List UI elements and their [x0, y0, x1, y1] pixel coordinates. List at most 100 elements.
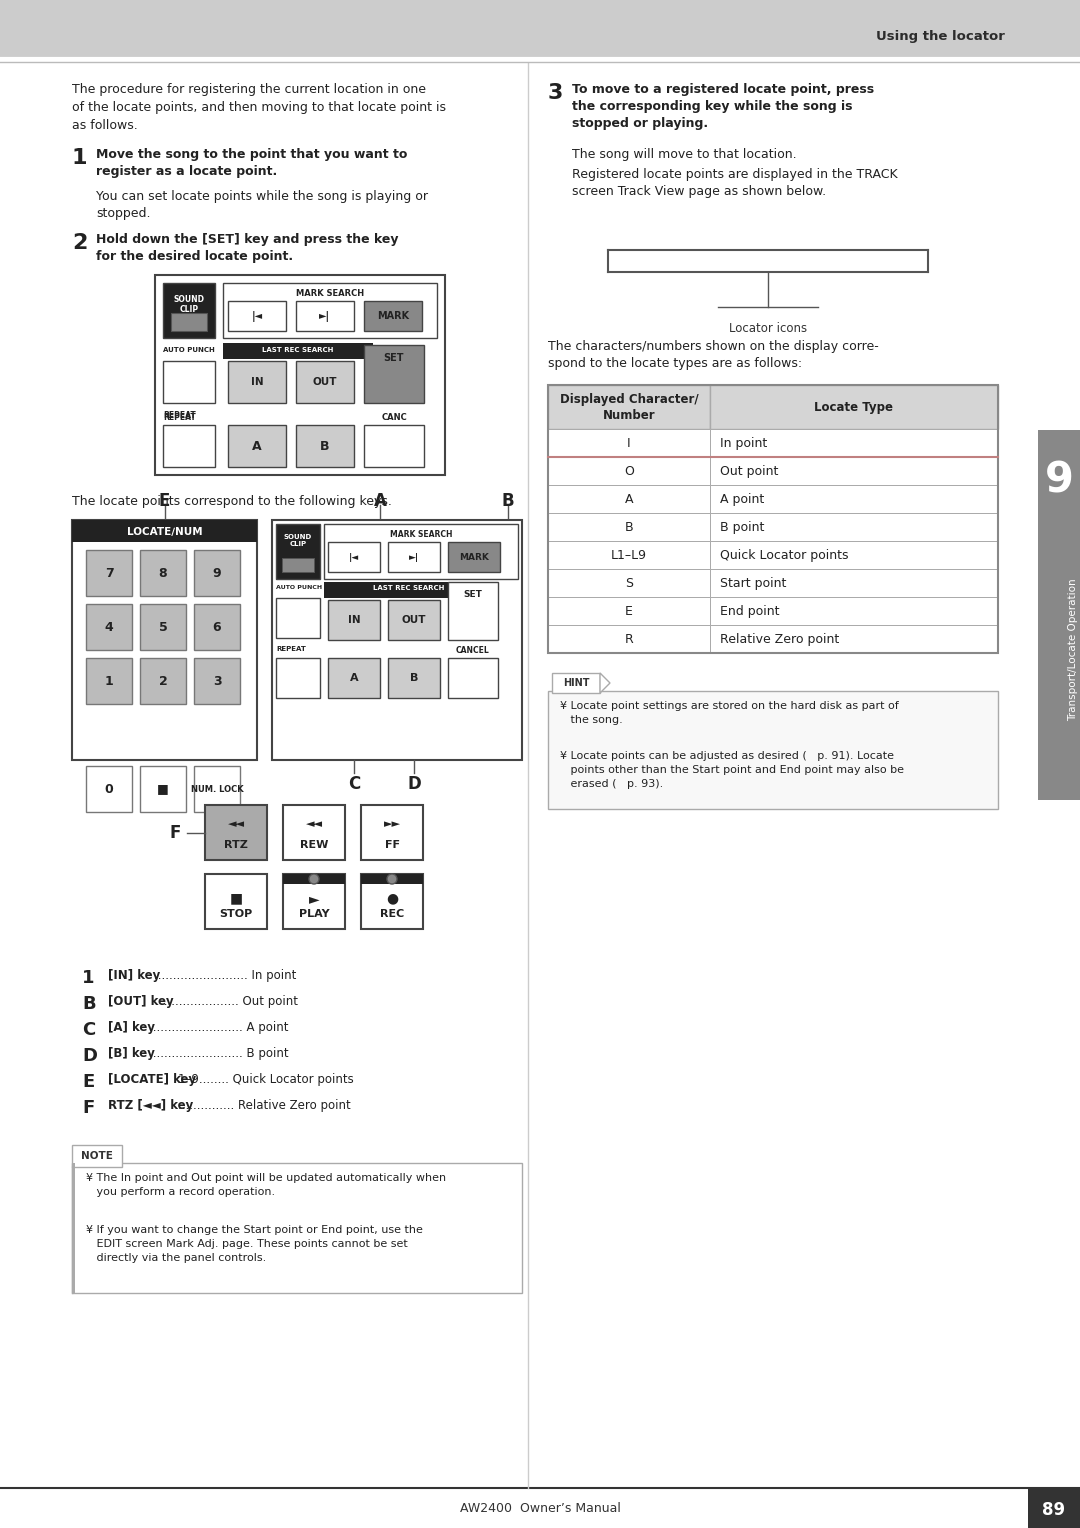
Bar [156, 275, 445, 475]
Text: C: C [82, 1021, 95, 1039]
Text: 2: 2 [72, 232, 87, 254]
Text: A point: A point [720, 492, 765, 506]
Text: B: B [624, 521, 633, 533]
Text: ......................... A point: ......................... A point [149, 1021, 288, 1034]
Text: [LOCATE] key: [LOCATE] key [108, 1073, 197, 1086]
Bar [222, 283, 437, 338]
Text: MARK SEARCH: MARK SEARCH [296, 289, 364, 298]
Bar [194, 604, 240, 649]
Text: AUTO PUNCH: AUTO PUNCH [276, 585, 322, 590]
Text: 1: 1 [82, 969, 95, 987]
Bar [548, 541, 710, 568]
Text: ►: ► [309, 892, 320, 906]
Text: C: C [348, 775, 360, 793]
Bar [296, 361, 354, 403]
Bar [361, 874, 423, 929]
Text: I: I [627, 437, 631, 449]
Bar [72, 1144, 122, 1167]
Text: ............... Relative Zero point: ............... Relative Zero point [177, 1099, 350, 1112]
Bar [361, 805, 423, 860]
Bar [364, 345, 424, 403]
Text: Relative Zero point: Relative Zero point [720, 633, 839, 645]
Text: The locate points correspond to the following keys.: The locate points correspond to the foll… [72, 495, 392, 507]
Text: [A] key: [A] key [108, 1021, 156, 1034]
Bar [548, 457, 710, 484]
Text: 9: 9 [213, 567, 221, 579]
Text: 2: 2 [159, 674, 167, 688]
Bar [205, 874, 267, 929]
Text: ......................... In point: ......................... In point [154, 969, 297, 983]
Text: F: F [170, 824, 180, 842]
Text: 6: 6 [213, 620, 221, 634]
Bar [163, 361, 215, 403]
Bar [272, 520, 522, 759]
Text: E: E [625, 605, 633, 617]
Text: AUTO PUNCH: AUTO PUNCH [163, 347, 215, 353]
Bar [140, 766, 186, 811]
Text: Hold down the [SET] key and press the key
for the desired locate point.: Hold down the [SET] key and press the ke… [96, 232, 399, 263]
Polygon shape [600, 672, 610, 694]
Text: 9: 9 [1044, 458, 1074, 501]
Text: SOUND
CLIP: SOUND CLIP [174, 295, 204, 315]
Text: MARK: MARK [377, 312, 409, 321]
Text: LAST REC SEARCH: LAST REC SEARCH [262, 347, 334, 353]
Text: B: B [502, 492, 514, 510]
Text: STOP: STOP [219, 909, 253, 918]
Bar [710, 513, 998, 541]
Text: RTZ: RTZ [224, 840, 248, 850]
Bar [283, 874, 345, 885]
Text: 8: 8 [159, 567, 167, 579]
Bar [194, 659, 240, 704]
Bar [710, 429, 998, 457]
Bar [1028, 1488, 1080, 1528]
Bar [328, 601, 380, 640]
Bar [710, 541, 998, 568]
Bar [448, 582, 498, 640]
Text: FF: FF [384, 840, 400, 850]
Bar [710, 457, 998, 484]
Bar [86, 604, 132, 649]
Text: A: A [350, 672, 359, 683]
Text: ■: ■ [157, 782, 168, 796]
Bar [222, 342, 373, 359]
Text: In point: In point [720, 437, 767, 449]
Bar [548, 625, 710, 652]
Text: R: R [624, 633, 633, 645]
Text: 1: 1 [72, 148, 87, 168]
Text: IN: IN [251, 377, 264, 387]
Text: 5: 5 [159, 620, 167, 634]
Text: SET: SET [383, 353, 404, 364]
Text: B: B [82, 995, 96, 1013]
Text: [IN] key: [IN] key [108, 969, 160, 983]
Bar [296, 425, 354, 468]
Bar [276, 597, 320, 639]
Bar [710, 484, 998, 513]
Text: L1–L9: L1–L9 [611, 549, 647, 561]
Text: SOUND
CLIP: SOUND CLIP [284, 533, 312, 547]
Bar [276, 524, 320, 579]
Bar [448, 659, 498, 698]
Bar [194, 766, 240, 811]
Text: Displayed Character/
Number: Displayed Character/ Number [559, 393, 699, 422]
Text: Transport/Locate Operation: Transport/Locate Operation [1068, 579, 1078, 721]
Bar [364, 301, 422, 332]
Text: 3: 3 [548, 83, 564, 102]
Text: 1: 1 [105, 674, 113, 688]
Text: Locate Type: Locate Type [814, 400, 893, 414]
Text: E: E [159, 492, 171, 510]
Text: 7: 7 [105, 567, 113, 579]
Text: F: F [82, 1099, 94, 1117]
Bar [140, 604, 186, 649]
Bar [86, 550, 132, 596]
Text: |◄: |◄ [252, 310, 262, 321]
Bar [324, 582, 494, 597]
Bar [296, 301, 354, 332]
Text: IN: IN [348, 614, 361, 625]
Text: REW: REW [300, 840, 328, 850]
Text: 4: 4 [105, 620, 113, 634]
Text: Registered locate points are displayed in the TRACK
screen Track View page as sh: Registered locate points are displayed i… [572, 168, 897, 199]
Bar [388, 542, 440, 571]
Text: ¥ Locate points can be adjusted as desired (   p. 91). Locate
   points other th: ¥ Locate points can be adjusted as desir… [561, 750, 904, 788]
Text: ¥ The In point and Out point will be updated automatically when
   you perform a: ¥ The In point and Out point will be upd… [86, 1174, 446, 1196]
Bar [171, 313, 207, 332]
